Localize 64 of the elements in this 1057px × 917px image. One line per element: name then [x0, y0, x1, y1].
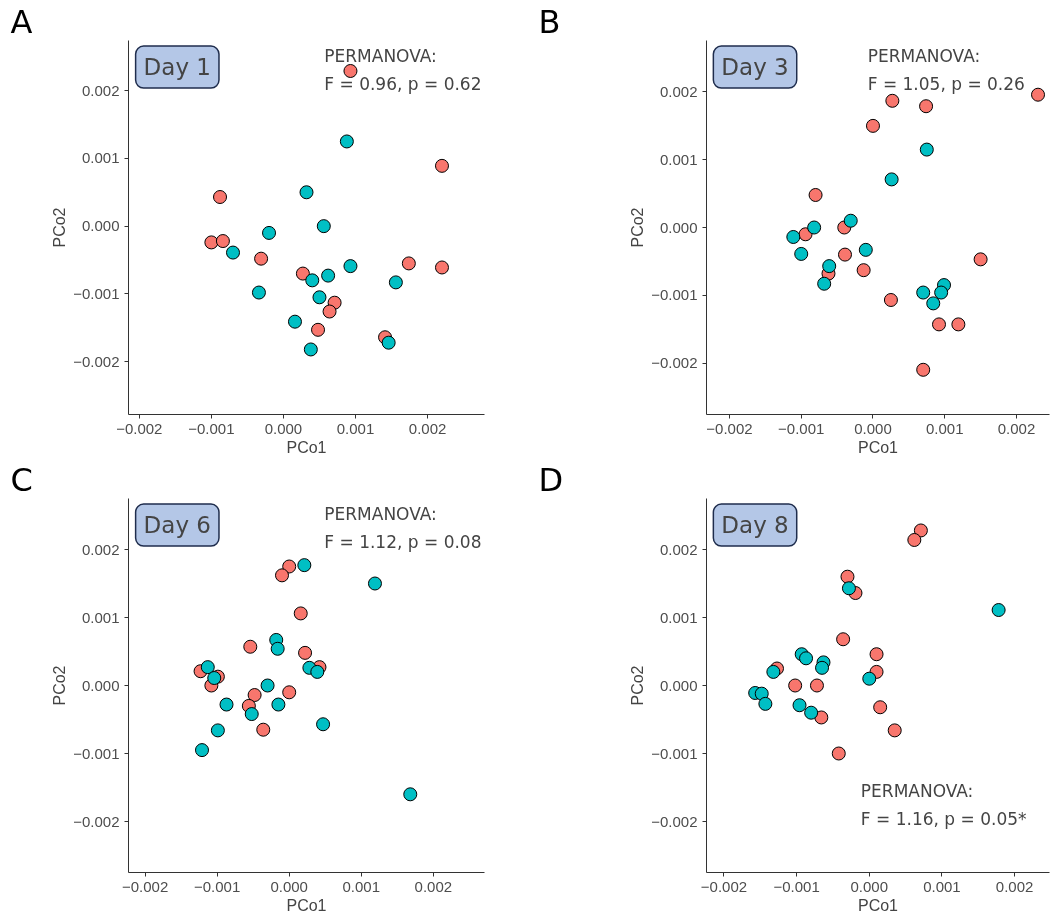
annotation: Day 8	[721, 512, 789, 539]
y-tick-label: 0.001	[81, 149, 120, 167]
y-tick-label: −0.001	[651, 286, 698, 304]
y-tick-label: −0.002	[651, 812, 698, 830]
text: A	[10, 2, 33, 41]
x-axis-title: PCo1	[286, 896, 327, 914]
x-tick-label: −0.002	[700, 877, 748, 895]
y-tick-label: 0.001	[81, 608, 120, 626]
y-tick-label: 0.000	[81, 676, 120, 694]
x-tick-label: −0.002	[706, 419, 753, 437]
y-tick-label: −0.002	[73, 812, 120, 830]
y-tick-label: 0.000	[659, 218, 698, 236]
x-tick-label: 0.002	[995, 877, 1034, 895]
annotation: PERMANOVA:	[324, 504, 437, 525]
annotation: Day 6	[143, 512, 211, 539]
annotation: PERMANOVA:	[860, 780, 974, 801]
x-tick-label: 0.002	[414, 877, 453, 895]
y-axis-title: PCo2	[51, 207, 69, 248]
x-tick-label: −0.001	[773, 877, 820, 895]
y-tick-label: −0.001	[73, 744, 120, 762]
annotation: Day 3	[721, 54, 789, 81]
y-tick-label: 0.002	[659, 540, 698, 558]
y-tick-label: −0.001	[651, 744, 698, 762]
annotation: PERMANOVA:	[324, 46, 437, 67]
x-tick-label: −0.001	[778, 419, 825, 437]
x-tick-label: 0.000	[270, 877, 308, 895]
x-tick-label: −0.002	[121, 877, 169, 895]
x-tick-label: 0.002	[997, 419, 1036, 437]
y-tick-label: 0.002	[659, 82, 698, 100]
text: C	[10, 460, 33, 499]
x-tick-label: −0.002	[116, 419, 163, 437]
text: B	[538, 2, 561, 41]
x-tick-label: 0.001	[342, 877, 381, 895]
x-tick-label: 0.000	[854, 419, 892, 437]
x-tick-label: 0.001	[925, 419, 964, 437]
x-tick-label: 0.000	[264, 419, 303, 437]
x-axis-title: PCo1	[857, 896, 899, 914]
x-axis-title: PCo1	[857, 438, 899, 456]
x-tick-label: −0.001	[193, 877, 241, 895]
x-tick-label: 0.001	[923, 877, 961, 895]
y-tick-label: −0.002	[651, 354, 698, 372]
x-tick-label: 0.002	[408, 419, 447, 437]
annotation: F = 0.96, p = 0.62	[324, 74, 482, 95]
annotation: F = 1.12, p = 0.08	[324, 532, 482, 553]
x-tick-label: 0.000	[850, 877, 889, 895]
x-axis-title: PCo1	[286, 438, 327, 456]
y-tick-label: 0.002	[81, 81, 120, 99]
y-tick-label: −0.001	[73, 284, 120, 302]
annotation: F = 1.16, p = 0.05*	[860, 808, 1027, 829]
annotation: Day 1	[143, 54, 211, 81]
y-tick-label: −0.002	[73, 352, 120, 370]
y-axis-title: PCo2	[629, 207, 647, 248]
annotation: F = 1.05, p = 0.26	[867, 74, 1025, 95]
y-tick-label: 0.001	[659, 150, 698, 168]
x-tick-label: −0.001	[188, 419, 235, 437]
text: D	[538, 460, 564, 499]
y-tick-label: 0.000	[81, 217, 120, 235]
y-axis-title: PCo2	[629, 665, 647, 706]
x-tick-label: 0.001	[336, 419, 375, 437]
y-axis-title: PCo2	[51, 665, 69, 706]
y-tick-label: 0.000	[659, 676, 698, 694]
annotation: PERMANOVA:	[867, 46, 981, 67]
y-tick-label: 0.001	[659, 608, 698, 626]
y-tick-label: 0.002	[81, 540, 120, 558]
